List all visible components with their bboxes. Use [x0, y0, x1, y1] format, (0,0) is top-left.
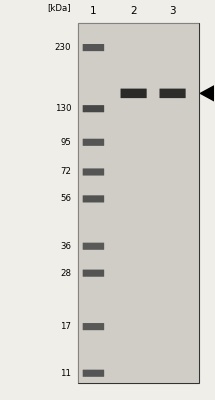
Text: 95: 95	[60, 138, 71, 147]
Bar	[78, 23, 199, 384]
Text: 36: 36	[60, 242, 71, 251]
Text: 56: 56	[60, 194, 71, 204]
Bar	[78, 23, 199, 384]
FancyBboxPatch shape	[160, 89, 186, 98]
Polygon shape	[200, 85, 215, 102]
FancyBboxPatch shape	[83, 168, 104, 176]
FancyBboxPatch shape	[83, 323, 104, 330]
FancyBboxPatch shape	[83, 370, 104, 377]
FancyBboxPatch shape	[83, 243, 104, 250]
Text: [kDa]: [kDa]	[48, 3, 71, 12]
Text: 28: 28	[60, 269, 71, 278]
Text: 72: 72	[60, 168, 71, 176]
Text: 2: 2	[130, 6, 137, 16]
Text: 11: 11	[60, 369, 71, 378]
FancyBboxPatch shape	[83, 105, 104, 112]
FancyBboxPatch shape	[83, 195, 104, 202]
Text: 1: 1	[90, 6, 97, 16]
FancyBboxPatch shape	[121, 89, 147, 98]
Text: 230: 230	[55, 43, 71, 52]
FancyBboxPatch shape	[83, 139, 104, 146]
Text: 17: 17	[60, 322, 71, 331]
Text: 130: 130	[55, 104, 71, 113]
FancyBboxPatch shape	[83, 270, 104, 277]
FancyBboxPatch shape	[83, 44, 104, 51]
Text: 3: 3	[169, 6, 176, 16]
